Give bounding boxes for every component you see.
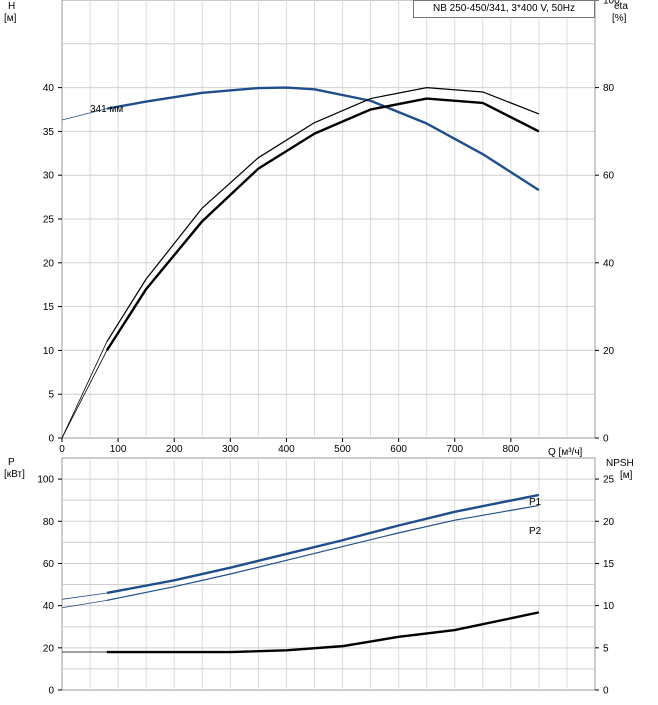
head-curve	[106, 86, 540, 192]
y2-tick-label: 10	[603, 601, 615, 612]
power-curve-p1	[106, 493, 540, 595]
curve-extension	[61, 350, 108, 439]
lower-axes: 0 20 40 60 80 100 0 5 10 15 20 25	[37, 475, 614, 697]
y-axis-unit-h: [м]	[4, 13, 17, 24]
y-tick-label: 15	[43, 302, 55, 313]
npsh-curve	[106, 611, 540, 654]
y-tick-label: 100	[37, 475, 54, 486]
x-axis-label-q: Q [м³/ч]	[548, 447, 583, 458]
chart-title: NB 250-450/341, 3*400 V, 50Hz	[413, 0, 595, 18]
y2-tick-label: 0	[603, 434, 609, 445]
efficiency-curve-upper	[106, 87, 540, 342]
x-tick-label: 100	[110, 444, 127, 455]
y2-tick-label: 20	[603, 346, 615, 357]
curve-extension	[61, 599, 107, 609]
y2-tick-label: 60	[603, 171, 615, 182]
x-tick-label: 200	[166, 444, 183, 455]
curve-extension	[61, 341, 108, 439]
y2-axis-label-npsh: NPSH	[606, 458, 634, 469]
y2-tick-label: 80	[603, 83, 615, 94]
x-tick-label: 400	[278, 444, 295, 455]
y2-axis-unit-npsh: [м]	[620, 470, 633, 481]
lower-plot-area	[61, 457, 596, 691]
series-label-p2: P2	[529, 526, 542, 537]
power-curve-p2	[106, 504, 539, 601]
efficiency-curve-lower	[105, 97, 540, 352]
y2-tick-label: 20	[603, 517, 615, 528]
lower-curves	[61, 493, 540, 654]
y-tick-label: 20	[43, 258, 55, 269]
y-tick-label: 80	[43, 517, 55, 528]
x-tick-label: 0	[59, 444, 65, 455]
curve-extension	[61, 592, 107, 600]
y-axis-label-h: H	[8, 1, 15, 12]
series-label-p1: P1	[529, 497, 542, 508]
y2-tick-label: 15	[603, 559, 615, 570]
y-tick-label: 40	[43, 601, 55, 612]
y2-tick-label: 0	[603, 686, 609, 697]
impeller-size-label: 341 мм	[90, 104, 123, 115]
x-tick-label: 700	[446, 444, 463, 455]
y2-tick-label: 100	[603, 0, 620, 7]
curve-extension	[61, 108, 107, 121]
x-tick-label: 800	[502, 444, 519, 455]
x-tick-label: 500	[334, 444, 351, 455]
y-tick-label: 5	[48, 390, 54, 401]
y-tick-label: 30	[43, 171, 55, 182]
y-tick-label: 0	[48, 686, 54, 697]
y-tick-label: 10	[43, 346, 55, 357]
y-axis-unit-p: [кВт]	[4, 469, 25, 480]
y2-tick-label: 5	[603, 643, 609, 654]
y-tick-label: 40	[43, 83, 55, 94]
y-tick-label: 60	[43, 559, 55, 570]
y-axis-label-p: P	[8, 457, 15, 468]
y2-tick-label: 40	[603, 258, 615, 269]
x-tick-label: 600	[390, 444, 407, 455]
y-tick-label: 35	[43, 127, 55, 138]
y2-tick-label: 25	[603, 475, 615, 486]
y2-axis-unit-eta: [%]	[612, 13, 627, 24]
upper-grid	[62, 0, 595, 438]
y2-axis-label-eta: eta	[614, 1, 628, 12]
upper-curves	[61, 86, 540, 439]
y-tick-label: 20	[43, 643, 55, 654]
y-tick-label: 0	[48, 434, 54, 445]
y-tick-label: 25	[43, 215, 55, 226]
x-tick-label: 300	[222, 444, 239, 455]
